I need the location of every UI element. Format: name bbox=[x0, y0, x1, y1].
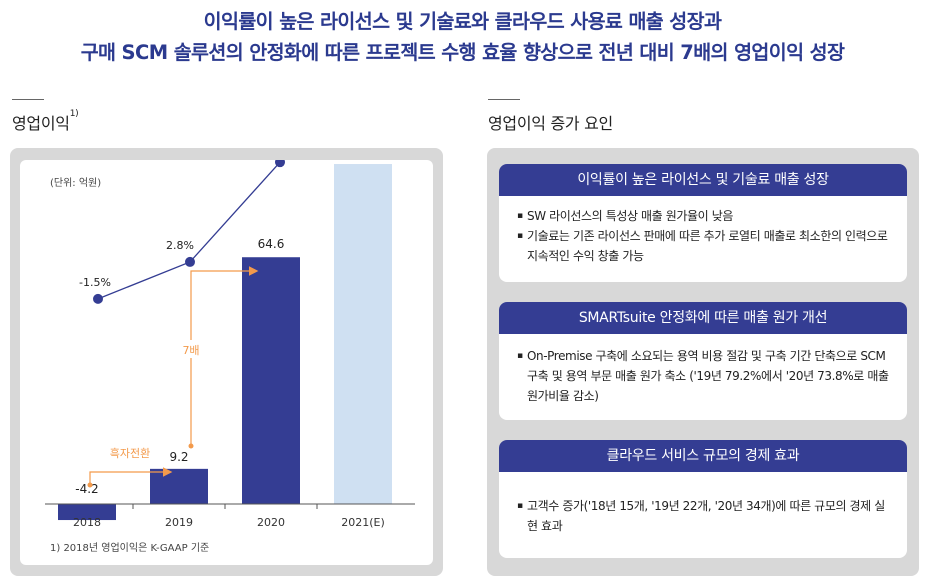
x-tick-label: 2018 bbox=[73, 516, 101, 529]
x-tick-label: 2020 bbox=[257, 516, 285, 529]
margin-value-label: 2.8% bbox=[166, 239, 194, 252]
bar-2018 bbox=[58, 504, 116, 521]
left-section-title-text: 영업이익 bbox=[12, 114, 70, 133]
bar-value-label: 9.2 bbox=[169, 450, 188, 464]
operating-profit-panel: (단위: 억원) 2018 2019 2020 2021(E) -4.2 9.2 64.6… bbox=[10, 148, 443, 576]
annotation-label: 7배 bbox=[182, 344, 199, 357]
headline-line-1: 이익률이 높은 라이선스 및 기술료와 클라우드 사용료 매출 성장과 bbox=[203, 10, 722, 33]
profit-factors-panel: 이익률이 높은 라이선스 및 기술료 매출 성장 SW 라이선스의 특성상 매출… bbox=[487, 148, 919, 576]
left-section-rule bbox=[12, 99, 44, 100]
right-section-title: 영업이익 증가 요인 bbox=[488, 114, 613, 133]
annotation-dot bbox=[87, 482, 93, 488]
margin-value-label: -1.5% bbox=[79, 276, 111, 289]
annotation-label-bg bbox=[180, 340, 202, 358]
factor-bullet: SW 라이선스의 특성상 매출 원가율이 낮음 bbox=[517, 206, 893, 226]
bar-2019 bbox=[150, 468, 208, 504]
unit-label: (단위: 억원) bbox=[50, 176, 101, 189]
factor-card-cloud: 클라우드 서비스 규모의 경제 효과 고객수 증가('18년 15개, '19년… bbox=[499, 440, 907, 558]
footnote-mark: 1) bbox=[69, 109, 79, 119]
chart-footnote: 1) 2018년 영업이익은 K-GAAP 기준 bbox=[50, 541, 209, 554]
bar-value-label: -4.2 bbox=[75, 482, 98, 496]
factor-title: 클라우드 서비스 규모의 경제 효과 bbox=[499, 440, 907, 472]
factor-card-smartsuite: SMARTsuite 안정화에 따른 매출 원가 개선 On-Premise 구… bbox=[499, 302, 907, 420]
factor-bullet: 고객수 증가('18년 15개, '19년 22개, '20년 34개)에 따른… bbox=[517, 496, 893, 536]
factor-title: SMARTsuite 안정화에 따른 매출 원가 개선 bbox=[499, 302, 907, 334]
right-section-rule bbox=[488, 99, 520, 100]
margin-point bbox=[185, 256, 195, 267]
bar-value-label: 64.6 bbox=[258, 237, 285, 251]
factor-card-license: 이익률이 높은 라이선스 및 기술료 매출 성장 SW 라이선스의 특성상 매출… bbox=[499, 164, 907, 282]
annotation-label: 흑자전환 bbox=[110, 446, 150, 460]
factor-bullet: 기술료는 기존 라이선스 판매에 따른 추가 로열티 매출로 최소한의 인력으로… bbox=[517, 226, 893, 266]
annotation-dot bbox=[188, 443, 194, 449]
chart-card: (단위: 억원) 2018 2019 2020 2021(E) -4.2 9.2 64.6… bbox=[20, 160, 433, 565]
bar-2020 bbox=[242, 257, 300, 504]
factor-bullet: On-Premise 구축에 소요되는 용역 비용 절감 및 구축 기간 단축으… bbox=[517, 346, 893, 406]
bar-2021(E) bbox=[334, 164, 392, 504]
operating-profit-chart: (단위: 억원) 2018 2019 2020 2021(E) -4.2 9.2 64.6… bbox=[45, 160, 415, 554]
margin-point bbox=[275, 160, 285, 168]
factor-title: 이익률이 높은 라이선스 및 기술료 매출 성장 bbox=[499, 164, 907, 196]
left-section-title: 영업이익1) bbox=[12, 109, 79, 134]
page-headline: 이익률이 높은 라이선스 및 기술료와 클라우드 사용료 매출 성장과 구매 S… bbox=[0, 6, 925, 68]
x-tick-label: 2021(E) bbox=[341, 516, 385, 529]
annotation-arrow-growth bbox=[190, 266, 259, 446]
margin-point bbox=[93, 293, 103, 304]
x-tick-label: 2019 bbox=[165, 516, 193, 529]
annotation-arrow-turnaround bbox=[89, 467, 173, 485]
headline-line-2: 구매 SCM 솔루션의 안정화에 따른 프로젝트 수행 효율 향상으로 전년 대… bbox=[80, 41, 845, 64]
